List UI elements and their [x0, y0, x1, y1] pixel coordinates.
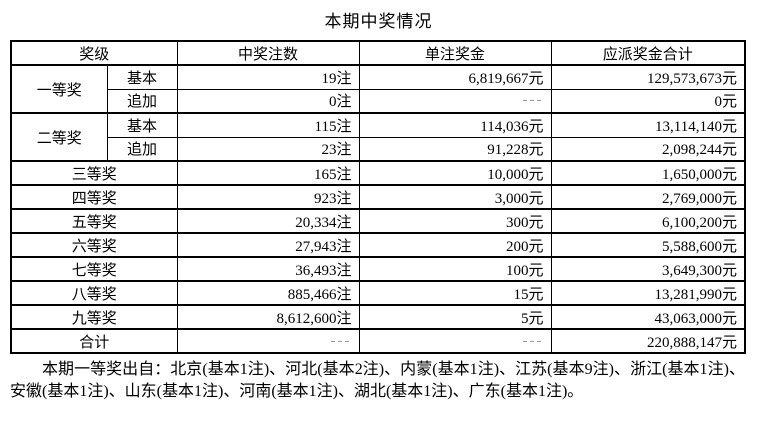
- col-header-single-bet-prize: 单注奖金: [358, 40, 552, 66]
- single-bet-prize-cell: 5元: [358, 304, 552, 330]
- table-row: 四等奖 923注 3,000元 2,769,000元: [10, 184, 746, 210]
- single-bet-prize-cell: 114,036元: [358, 112, 552, 138]
- table-row: 二等奖 基本 115注 114,036元 13,114,140元: [10, 112, 746, 162]
- winning-bets-cell: 885,466注: [176, 280, 360, 306]
- winning-bets-cell: 923注: [176, 184, 360, 210]
- prize-level-cell: 八等奖: [10, 280, 178, 306]
- table-row: 九等奖 8,612,600注 5元 43,063,000元: [10, 304, 746, 330]
- prize-table: 奖级 中奖注数 单注奖金 应派奖金合计 一等奖 基本 19注 6,819,667元 12…: [10, 40, 746, 354]
- prize-level-cell: 四等奖: [10, 184, 178, 210]
- winning-bets-cell: 36,493注: [176, 256, 360, 282]
- total-payout-cell: 6,100,200元: [550, 208, 746, 234]
- prize-level-cell: 三等奖: [10, 160, 178, 186]
- winning-bets-cell: 19注: [176, 64, 360, 90]
- single-bet-prize-cell: 6,819,667元: [358, 64, 552, 90]
- total-payout-cell: 129,573,673元: [550, 64, 746, 90]
- prize-level-cell: 九等奖: [10, 304, 178, 330]
- prize-subtype-cell: 追加: [106, 136, 178, 162]
- prize-level-cell: 二等奖: [10, 112, 108, 162]
- single-bet-prize-cell: 91,228元: [358, 136, 552, 162]
- total-payout-cell: 1,650,000元: [550, 160, 746, 186]
- single-bet-prize-cell: ---: [358, 88, 552, 114]
- total-payout-cell: 13,114,140元: [550, 112, 746, 138]
- prize-level-cell: 五等奖: [10, 208, 178, 234]
- total-payout-cell: 13,281,990元: [550, 280, 746, 306]
- table-row: 七等奖 36,493注 100元 3,649,300元: [10, 256, 746, 282]
- table-row: 六等奖 27,943注 200元 5,588,600元: [10, 232, 746, 258]
- total-payout-cell: 2,098,244元: [550, 136, 746, 162]
- col-header-total-payout: 应派奖金合计: [550, 40, 746, 66]
- winning-bets-cell: 0注: [176, 88, 360, 114]
- total-payout-cell: 5,588,600元: [550, 232, 746, 258]
- col-header-prize-level: 奖级: [10, 40, 178, 66]
- table-row: 合计 --- --- 220,888,147元: [10, 328, 746, 354]
- total-payout-cell: 0元: [550, 88, 746, 114]
- single-bet-prize-cell: 10,000元: [358, 160, 552, 186]
- prize-subtype-cell: 追加: [106, 88, 178, 114]
- single-bet-prize-cell: 15元: [358, 280, 552, 306]
- single-bet-prize-cell: 100元: [358, 256, 552, 282]
- single-bet-prize-cell: 3,000元: [358, 184, 552, 210]
- page-title: 本期中奖情况: [324, 12, 433, 31]
- table-row: 八等奖 885,466注 15元 13,281,990元: [10, 280, 746, 306]
- single-bet-prize-cell: 300元: [358, 208, 552, 234]
- winning-bets-cell: 20,334注: [176, 208, 360, 234]
- col-header-winning-bets: 中奖注数: [176, 40, 360, 66]
- winning-bets-cell: 8,612,600注: [176, 304, 360, 330]
- total-payout-cell: 3,649,300元: [550, 256, 746, 282]
- table-row: 五等奖 20,334注 300元 6,100,200元: [10, 208, 746, 234]
- total-payout-cell: 2,769,000元: [550, 184, 746, 210]
- winning-bets-cell: 23注: [176, 136, 360, 162]
- table-row: 三等奖 165注 10,000元 1,650,000元: [10, 160, 746, 186]
- table-row: 追加 23注 91,228元 2,098,244元: [11, 136, 746, 162]
- total-payout-cell: 220,888,147元: [550, 328, 746, 354]
- single-bet-prize-cell: 200元: [358, 232, 552, 258]
- single-bet-prize-cell: ---: [358, 328, 552, 354]
- table-row: 一等奖 基本 19注 6,819,667元 129,573,673元: [10, 64, 746, 114]
- first-prize-origin-note: 本期一等奖出自：北京(基本1注)、河北(基本2注)、内蒙(基本1注)、江苏(基本…: [10, 361, 745, 400]
- table-header-row: 奖级 中奖注数 单注奖金 应派奖金合计: [10, 40, 746, 66]
- total-payout-cell: 43,063,000元: [550, 304, 746, 330]
- prize-subtype-cell: 基本: [106, 64, 178, 90]
- prize-subtype-cell: 基本: [106, 112, 178, 138]
- prize-level-cell: 六等奖: [10, 232, 178, 258]
- winning-bets-cell: 165注: [176, 160, 360, 186]
- winning-bets-cell: 27,943注: [176, 232, 360, 258]
- winning-bets-cell: 115注: [176, 112, 360, 138]
- winning-bets-cell: ---: [176, 328, 360, 354]
- table-row: 追加 0注 --- 0元: [11, 88, 746, 114]
- prize-level-cell: 七等奖: [10, 256, 178, 282]
- prize-level-cell: 合计: [10, 328, 178, 354]
- prize-level-cell: 一等奖: [10, 64, 108, 114]
- prize-table-body: 一等奖 基本 19注 6,819,667元 129,573,673元 追加 0注 --- 0元二…: [10, 64, 746, 354]
